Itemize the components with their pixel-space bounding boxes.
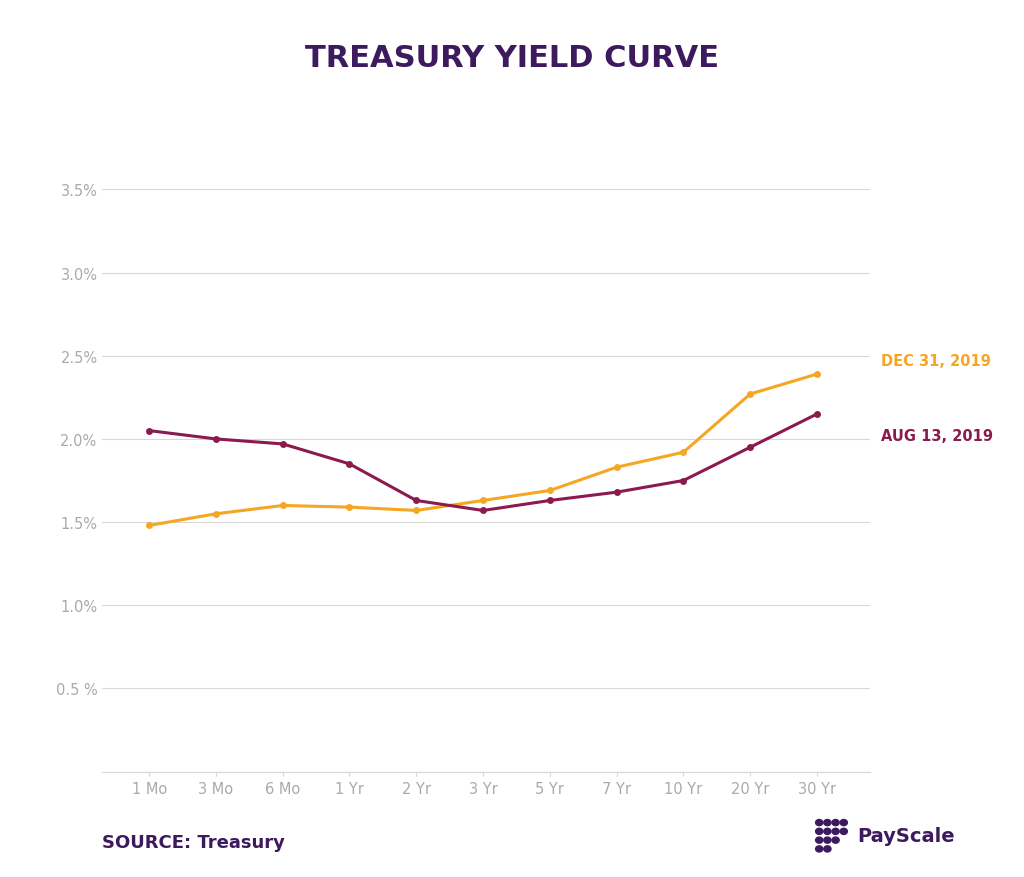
Text: PayScale: PayScale [857,826,954,845]
Text: TREASURY YIELD CURVE: TREASURY YIELD CURVE [305,44,719,73]
Text: DEC 31, 2019: DEC 31, 2019 [881,354,990,369]
Text: AUG 13, 2019: AUG 13, 2019 [881,429,992,444]
Text: SOURCE: Treasury: SOURCE: Treasury [102,833,286,851]
